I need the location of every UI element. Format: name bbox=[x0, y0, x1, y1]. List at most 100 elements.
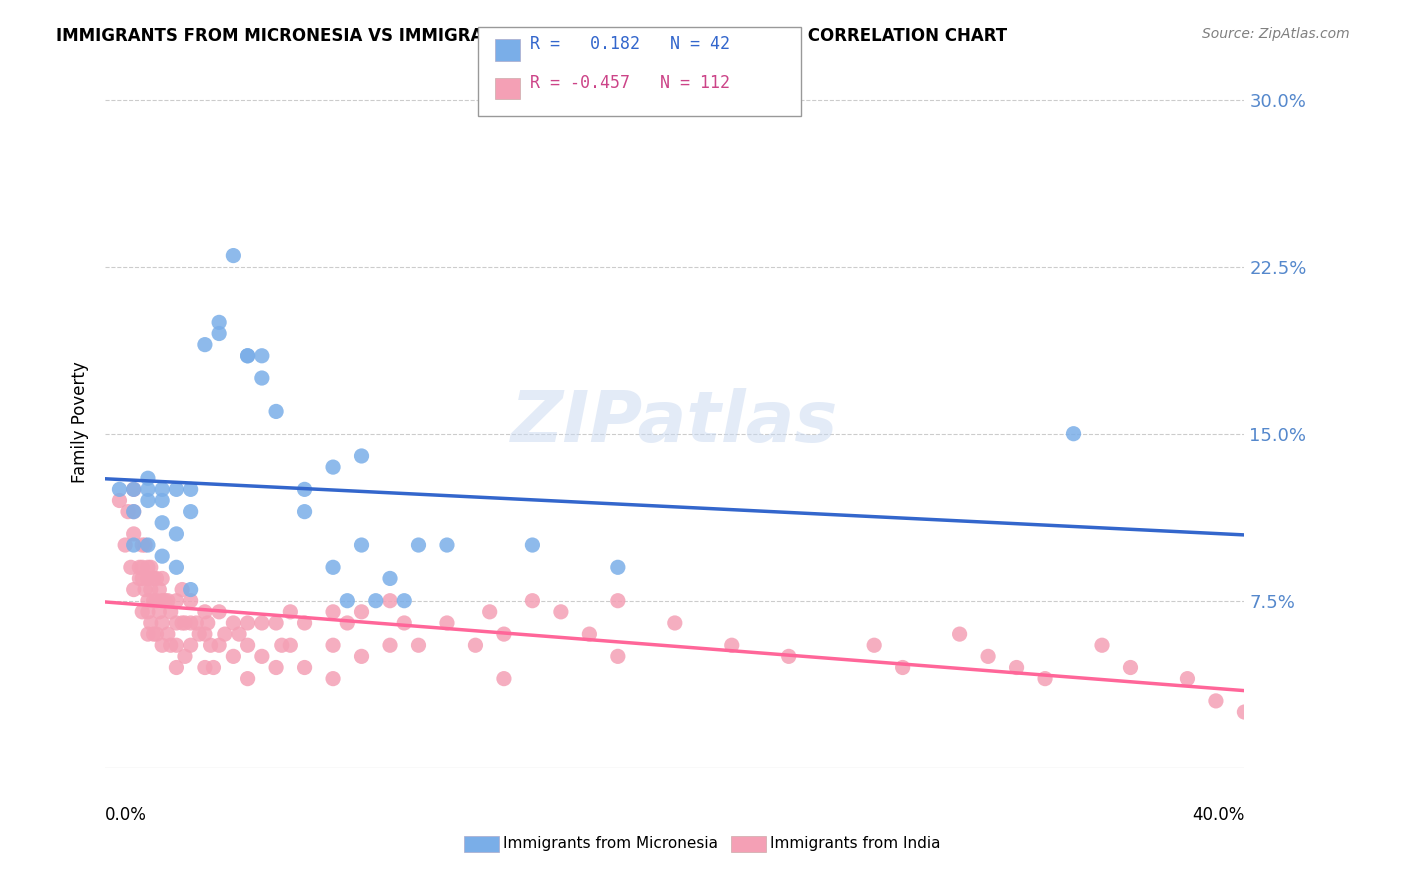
Point bbox=[350, 449, 373, 463]
Point bbox=[394, 615, 416, 630]
Point bbox=[891, 660, 914, 674]
Point bbox=[122, 483, 145, 497]
Point bbox=[172, 582, 194, 597]
Point bbox=[236, 638, 259, 652]
Text: Source: ZipAtlas.com: Source: ZipAtlas.com bbox=[1202, 27, 1350, 41]
Point bbox=[194, 605, 217, 619]
Point bbox=[378, 571, 401, 585]
Point bbox=[150, 615, 173, 630]
Point bbox=[1063, 426, 1085, 441]
Point bbox=[336, 593, 359, 607]
Point bbox=[131, 538, 153, 552]
Point bbox=[142, 571, 165, 585]
Point bbox=[194, 627, 217, 641]
Point bbox=[180, 505, 202, 519]
Point bbox=[278, 605, 301, 619]
Point bbox=[145, 627, 167, 641]
Point bbox=[108, 483, 131, 497]
Text: Immigrants from Micronesia: Immigrants from Micronesia bbox=[503, 837, 718, 851]
Point bbox=[236, 349, 259, 363]
Point bbox=[165, 483, 187, 497]
Point bbox=[350, 605, 373, 619]
Point bbox=[408, 638, 430, 652]
Point bbox=[492, 672, 515, 686]
Point bbox=[208, 315, 231, 329]
Point bbox=[294, 615, 316, 630]
Point bbox=[150, 516, 173, 530]
Point bbox=[159, 638, 181, 652]
Text: 0.0%: 0.0% bbox=[105, 805, 148, 823]
Point bbox=[165, 638, 187, 652]
Point bbox=[165, 615, 187, 630]
Point bbox=[322, 605, 344, 619]
Point bbox=[122, 505, 145, 519]
Point bbox=[136, 627, 159, 641]
Point bbox=[408, 538, 430, 552]
Point bbox=[294, 660, 316, 674]
Point bbox=[294, 483, 316, 497]
Point bbox=[436, 538, 458, 552]
Point bbox=[122, 538, 145, 552]
Point bbox=[136, 483, 159, 497]
Point bbox=[1233, 705, 1256, 719]
Point bbox=[202, 660, 225, 674]
Point bbox=[150, 549, 173, 564]
Point bbox=[165, 593, 187, 607]
Point bbox=[174, 649, 197, 664]
Point bbox=[194, 337, 217, 351]
Point bbox=[150, 638, 173, 652]
Text: R =   0.182   N = 42: R = 0.182 N = 42 bbox=[530, 35, 730, 53]
Point bbox=[122, 483, 145, 497]
Point bbox=[1205, 694, 1227, 708]
Point bbox=[145, 571, 167, 585]
Point bbox=[156, 593, 179, 607]
Point bbox=[464, 638, 486, 652]
Point bbox=[120, 560, 142, 574]
Text: R = -0.457   N = 112: R = -0.457 N = 112 bbox=[530, 74, 730, 92]
Point bbox=[250, 349, 273, 363]
Point bbox=[139, 615, 162, 630]
Point bbox=[165, 660, 187, 674]
Point bbox=[156, 627, 179, 641]
Point bbox=[222, 649, 245, 664]
Point bbox=[322, 460, 344, 475]
Point bbox=[606, 649, 628, 664]
Point bbox=[194, 660, 217, 674]
Point bbox=[208, 326, 231, 341]
Point bbox=[180, 615, 202, 630]
Point bbox=[150, 493, 173, 508]
Point bbox=[222, 249, 245, 263]
Point bbox=[142, 593, 165, 607]
Point bbox=[522, 538, 544, 552]
Point bbox=[214, 627, 236, 641]
Point bbox=[236, 615, 259, 630]
Point bbox=[136, 593, 159, 607]
Point bbox=[134, 538, 156, 552]
Point bbox=[1119, 660, 1142, 674]
Point bbox=[378, 638, 401, 652]
Point bbox=[977, 649, 1000, 664]
Point bbox=[264, 615, 287, 630]
Point bbox=[720, 638, 742, 652]
Point bbox=[1177, 672, 1199, 686]
Point bbox=[131, 571, 153, 585]
Point bbox=[148, 605, 170, 619]
Point bbox=[294, 505, 316, 519]
Point bbox=[664, 615, 686, 630]
Point bbox=[778, 649, 800, 664]
Point bbox=[114, 538, 136, 552]
Point bbox=[122, 505, 145, 519]
Point bbox=[159, 605, 181, 619]
Point bbox=[136, 571, 159, 585]
Point bbox=[139, 560, 162, 574]
Point bbox=[148, 582, 170, 597]
Point bbox=[350, 649, 373, 664]
Point bbox=[322, 560, 344, 574]
Point bbox=[208, 638, 231, 652]
Point bbox=[278, 638, 301, 652]
Point bbox=[394, 593, 416, 607]
Point bbox=[1091, 638, 1114, 652]
Point bbox=[208, 605, 231, 619]
Point bbox=[136, 605, 159, 619]
Point bbox=[264, 404, 287, 418]
